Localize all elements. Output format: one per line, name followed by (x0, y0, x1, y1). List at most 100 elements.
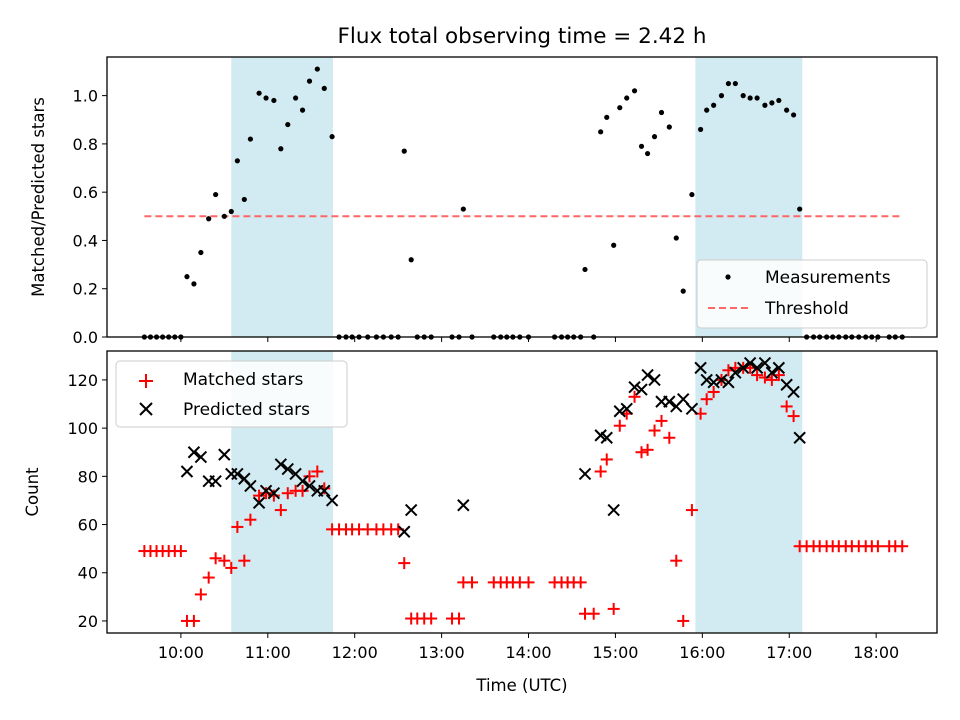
matched-star-point (587, 607, 600, 620)
predicted-star-point (296, 474, 309, 488)
matched-star-point (663, 431, 676, 444)
predicted-star-point (772, 361, 786, 375)
measurement-point (658, 109, 665, 116)
x-b (780, 378, 793, 391)
measurement-point (598, 129, 604, 135)
x-b (648, 373, 661, 387)
x-b (259, 484, 273, 498)
measurement-point (740, 93, 746, 99)
bottom-legend-box (115, 360, 348, 428)
x-b (663, 395, 676, 408)
predicted-star-point (398, 525, 411, 538)
matched-star-point (187, 614, 200, 627)
x-b (404, 503, 418, 517)
top-y-tick-label: 0.0 (73, 328, 98, 347)
matched-star-point (296, 484, 309, 497)
measurement-point (314, 66, 320, 72)
predicted-star-point (750, 361, 764, 375)
measurement-point (213, 191, 219, 198)
measurement-point (271, 97, 277, 104)
predicted-star-point (274, 458, 288, 471)
bottom-y-tick-label: 100 (67, 419, 98, 438)
matched-star-point (787, 410, 800, 423)
measurement-point (680, 288, 686, 294)
predicted-star-point (641, 368, 654, 382)
predicted-star-point (743, 356, 757, 370)
x-b (252, 496, 266, 510)
measurement-point (460, 206, 466, 212)
matched-star-point (607, 602, 620, 615)
matched-star-point (594, 465, 607, 478)
x-b (613, 405, 626, 418)
matched-star-point (641, 443, 654, 456)
measurement-point (725, 80, 732, 87)
x-b (296, 474, 309, 488)
x-b (787, 385, 800, 399)
predicted-star-point (787, 385, 800, 399)
x-b (244, 479, 257, 493)
bottom-y-tick-label: 80 (78, 467, 98, 486)
predicted-star-point (404, 503, 418, 517)
measurement-point (191, 281, 197, 287)
top-axes-frame (106, 56, 938, 338)
measurement-point (401, 148, 407, 154)
matched-star-point (253, 489, 266, 502)
x-b (715, 373, 728, 387)
x-b (628, 380, 641, 394)
matched-star-point (209, 552, 222, 565)
predicted-star-point (715, 373, 728, 387)
matched-star-point (613, 419, 626, 432)
measurement-point (617, 105, 623, 111)
legend-matched-label: Matched stars (183, 370, 303, 390)
measurement-point (704, 107, 710, 113)
measurement-point (247, 136, 254, 142)
predicted-star-point (635, 383, 648, 396)
measurement-point (206, 216, 212, 222)
x-b (729, 366, 742, 379)
measurement-point (732, 80, 738, 87)
shaded-interval-0 (231, 57, 333, 337)
top-y-axis-label: Matched/Predicted stars (29, 97, 48, 297)
bottom-panel: 20 40 60 80 100 120 10:00 11:00 12:00 13:00 14:00 1… (23, 350, 938, 695)
x-b (758, 356, 772, 370)
measurement-point (711, 102, 717, 108)
measurement-point (673, 235, 679, 241)
measurement-point (790, 112, 797, 118)
matched-star-point (398, 557, 411, 570)
x-b (793, 431, 806, 444)
predicted-star-point (252, 496, 266, 510)
legend-matched-marker (139, 374, 153, 388)
predicted-star-point (187, 446, 201, 459)
predicted-star-point (707, 376, 720, 389)
measurement-point (754, 95, 760, 101)
matched-star-point (522, 576, 535, 589)
measurement-point (797, 206, 803, 212)
matched-star-point (600, 453, 613, 466)
x-b (180, 465, 194, 478)
matched-star-point (202, 571, 215, 584)
predicted-star-point (303, 479, 316, 493)
matched-star-point (655, 414, 668, 427)
x-tick-label: 15:00 (592, 643, 638, 662)
x-tick-label: 18:00 (853, 643, 899, 662)
predicted-star-point (648, 373, 661, 387)
x-b (281, 462, 294, 476)
matched-star-point (628, 390, 641, 403)
x-b (736, 361, 750, 375)
matched-star-point (281, 487, 294, 500)
top-data-points (141, 66, 905, 340)
matched-star-point (871, 540, 884, 553)
matched-star-point (466, 576, 479, 589)
measurement-point (651, 134, 658, 140)
matched-star-point (425, 612, 438, 625)
predicted-star-point (628, 380, 641, 394)
x-b (231, 467, 244, 481)
chart-title: Flux total observing time = 2.42 h (338, 24, 707, 49)
bottom-axis-ticks: 20 40 60 80 100 120 10:00 11:00 12:00 13:00 14:00 1… (67, 371, 899, 662)
measurement-point (604, 114, 610, 120)
measurement-point (698, 126, 704, 133)
top-y-tick-label: 0.4 (73, 231, 98, 250)
matched-star-point (780, 400, 793, 413)
matched-star-point (311, 465, 324, 478)
